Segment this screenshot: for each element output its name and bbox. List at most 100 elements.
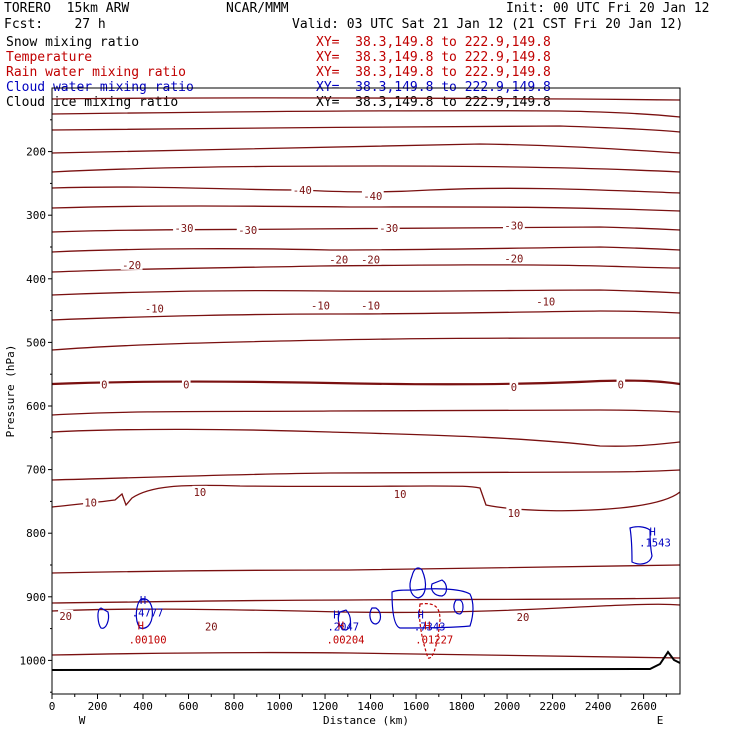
legend-snow-xy: XY= 38.3,149.8 to 222.9,149.8 xyxy=(316,35,551,50)
contour-label-bg xyxy=(359,299,382,311)
y-tick-label: 400 xyxy=(26,273,46,286)
temperature-contour-label: -10 xyxy=(536,297,555,309)
y-tick-label: 200 xyxy=(26,146,46,159)
temperature-contour-label: 0 xyxy=(511,382,517,394)
cloud-water-contour xyxy=(391,588,474,629)
contour-label-bg xyxy=(58,609,74,621)
temperature-contours xyxy=(51,97,681,659)
cloud-water-contour xyxy=(409,567,427,599)
x-tick-label: 1800 xyxy=(448,700,475,713)
extremum-label: .00100 xyxy=(129,634,167,646)
temperature-contour-label: 10 xyxy=(508,508,521,520)
isotherm-line xyxy=(51,651,681,659)
cloud-water-contour xyxy=(369,607,382,625)
x-tick-label: 600 xyxy=(179,700,199,713)
temperature-contour-label: -20 xyxy=(361,255,380,267)
temperature-contour-label: 0 xyxy=(183,379,189,391)
east-label: E xyxy=(657,714,664,727)
contour-label-bg xyxy=(192,485,208,497)
legend-snow-label: Snow mixing ratio xyxy=(6,35,140,50)
y-tick-label: 700 xyxy=(26,464,46,477)
temperature-contour-label: -10 xyxy=(361,301,380,313)
isotherm-line-0C xyxy=(51,379,681,386)
isotherm-line xyxy=(51,310,681,321)
x-tick-label: 2000 xyxy=(494,700,521,713)
legend-rain-xy: XY= 38.3,149.8 to 222.9,149.8 xyxy=(316,65,551,80)
temperature-contour-label: 20 xyxy=(517,612,530,624)
contour-label-bg xyxy=(120,258,143,270)
cloud-water-contours xyxy=(97,526,653,631)
contour-label-bg xyxy=(291,183,314,195)
cloud-water-contour xyxy=(629,526,653,565)
x-tick-label: 1000 xyxy=(266,700,293,713)
contour-label-bg xyxy=(236,223,259,235)
x-tick-label: 200 xyxy=(88,700,108,713)
extremum-label: .00204 xyxy=(327,634,365,646)
isotherm-line xyxy=(51,205,681,212)
plot-axes: 0 200 400 600 800 1000 1200 1400 1600 1800 2000 220… xyxy=(4,87,681,727)
contour-label-bg xyxy=(534,295,557,307)
contour-label-bg xyxy=(361,190,384,202)
temperature-contour-label: 20 xyxy=(205,622,218,634)
legend-cloud-ice-label: Cloud ice mixing ratio xyxy=(6,95,179,110)
x-tick-label: 0 xyxy=(49,700,56,713)
y-tick-label: 500 xyxy=(26,336,46,349)
legend-cloud-water-label: Cloud water mixing ratio xyxy=(6,80,194,95)
isotherm-line xyxy=(51,409,681,416)
contour-label-bg xyxy=(502,252,525,264)
extremum-label: .7343 xyxy=(414,622,446,634)
temperature-contour-label: -20 xyxy=(122,260,141,272)
isotherm-line xyxy=(51,337,680,351)
temperature-contour-label: -10 xyxy=(145,304,164,316)
isotherm-line xyxy=(51,143,681,154)
temperature-contour-label: -30 xyxy=(504,220,523,232)
cloud-water-contour xyxy=(430,579,448,597)
model-title: TORERO 15km ARW xyxy=(4,1,130,16)
cloud-water-contour xyxy=(97,607,110,629)
extremum-label: H xyxy=(417,610,423,622)
isotherm-line xyxy=(51,289,681,296)
y-tick-label: 1000 xyxy=(20,654,47,667)
temperature-contour-label: -20 xyxy=(504,253,523,265)
contour-label-bg xyxy=(509,380,519,392)
temperature-contour-label: 0 xyxy=(101,379,107,391)
extremum-label: .1543 xyxy=(639,538,671,550)
contour-label-bg xyxy=(173,221,195,233)
legend-temperature-xy: XY= 38.3,149.8 to 222.9,149.8 xyxy=(316,50,551,65)
x-tick-label: 2400 xyxy=(585,700,612,713)
contour-labels: -40 -40 -30 -30 -30 -30 -20 -20 -20 -20 -10 -10 -10 -… xyxy=(58,183,671,646)
extremum-label: H xyxy=(650,526,656,538)
temperature-contour-label: 10 xyxy=(194,487,207,499)
isotherm-line xyxy=(51,603,681,614)
valid-time: Valid: 03 UTC Sat 21 Jan 12 (21 CST Fri … xyxy=(292,17,684,32)
contour-label-bg xyxy=(83,496,99,508)
temperature-contour-label: 20 xyxy=(59,611,72,623)
init-time: Init: 00 UTC Fri 20 Jan 12 xyxy=(506,1,710,16)
x-tick-label: 1200 xyxy=(312,700,339,713)
isotherm-line xyxy=(51,469,681,481)
terrain-line xyxy=(51,650,681,671)
plot-frame xyxy=(51,87,681,695)
org-label: NCAR/MMM xyxy=(226,1,289,16)
cloud-water-contour xyxy=(135,598,153,629)
temperature-contour-label: -30 xyxy=(238,225,257,237)
temperature-contour-label: -40 xyxy=(293,185,312,197)
extremum-label: H xyxy=(333,610,339,622)
legend-rain-label: Rain water mixing ratio xyxy=(6,65,187,80)
y-tick-label: 800 xyxy=(26,527,46,540)
contour-label-bg xyxy=(327,253,350,265)
x-tick-label: 1400 xyxy=(357,700,384,713)
temperature-contour-label: -30 xyxy=(379,223,398,235)
y-axis-title: Pressure (hPa) xyxy=(4,345,17,438)
extremum-label: .2047 xyxy=(327,622,359,634)
legend-temperature-label: Temperature xyxy=(6,50,93,65)
isotherm-line xyxy=(51,428,681,447)
temperature-contour-label: -40 xyxy=(363,191,382,203)
isotherm-line xyxy=(51,97,681,101)
x-tick-label: 2600 xyxy=(630,700,657,713)
forecast-hour: Fcst: 27 h xyxy=(4,17,106,32)
y-tick-label: 600 xyxy=(26,400,46,413)
isotherm-line xyxy=(51,165,681,173)
contour-label-bg xyxy=(143,302,166,314)
